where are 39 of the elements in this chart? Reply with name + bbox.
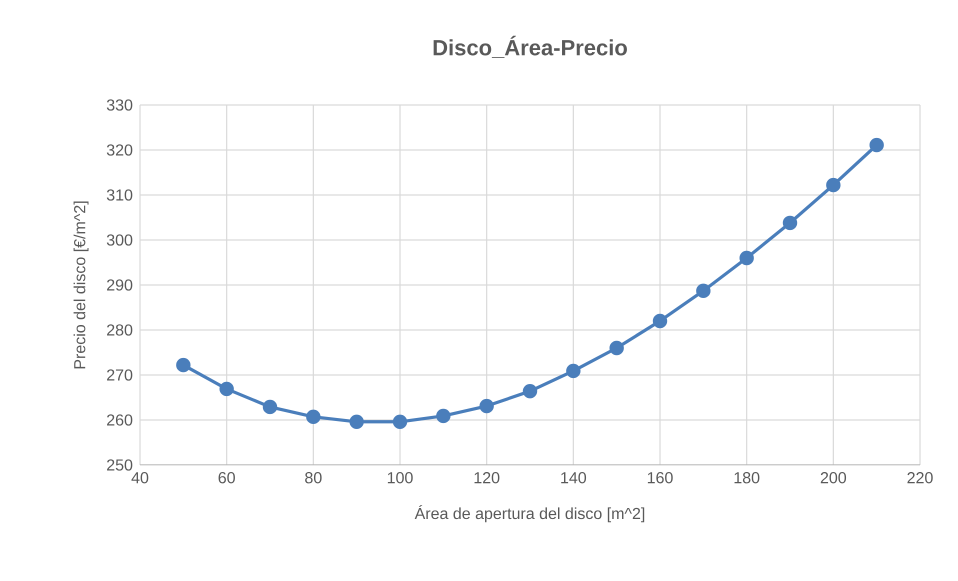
point (696, 284, 711, 298)
point (782, 216, 798, 230)
point (609, 340, 624, 356)
x-tick-label: 120 (474, 472, 500, 484)
y-tick-label: 330 (106, 99, 132, 111)
point (479, 398, 494, 414)
point (392, 414, 408, 429)
point (176, 358, 191, 372)
point (349, 414, 364, 429)
x-tick-label: 200 (820, 472, 846, 484)
point (739, 250, 754, 266)
y-tick-label: 270 (107, 369, 132, 381)
point (826, 178, 841, 192)
y-tick-label: 250 (107, 459, 132, 471)
x-tick-label: 160 (648, 472, 673, 484)
y-tick-label: 310 (106, 189, 132, 201)
x-tick-label: 140 (561, 472, 586, 484)
y-tick-label: 280 (107, 324, 132, 336)
point (652, 314, 668, 328)
x-tick-label: 100 (388, 472, 413, 484)
y-tick-label: 290 (107, 279, 132, 291)
x-axis-title: Área de apertura del disco [m^2] (414, 505, 644, 522)
y-tick-label: 300 (106, 234, 132, 246)
y-tick-label: 260 (107, 414, 132, 426)
x-tick-label: 80 (305, 472, 322, 484)
point (306, 410, 321, 424)
point (436, 408, 451, 424)
y-axis-title: Precio del disco [€/m^2] (74, 202, 89, 368)
chart-title: Disco_Área-Precio (434, 36, 627, 58)
x-tick-label: 60 (218, 472, 235, 484)
x-tick-label: 220 (907, 472, 933, 484)
point (522, 384, 538, 398)
x-tick-label: 40 (131, 472, 148, 484)
y-tick-label: 320 (106, 144, 132, 156)
point (219, 382, 234, 396)
point (869, 138, 884, 152)
x-tick-label: 180 (734, 472, 760, 484)
point (262, 400, 278, 414)
point (566, 364, 581, 378)
